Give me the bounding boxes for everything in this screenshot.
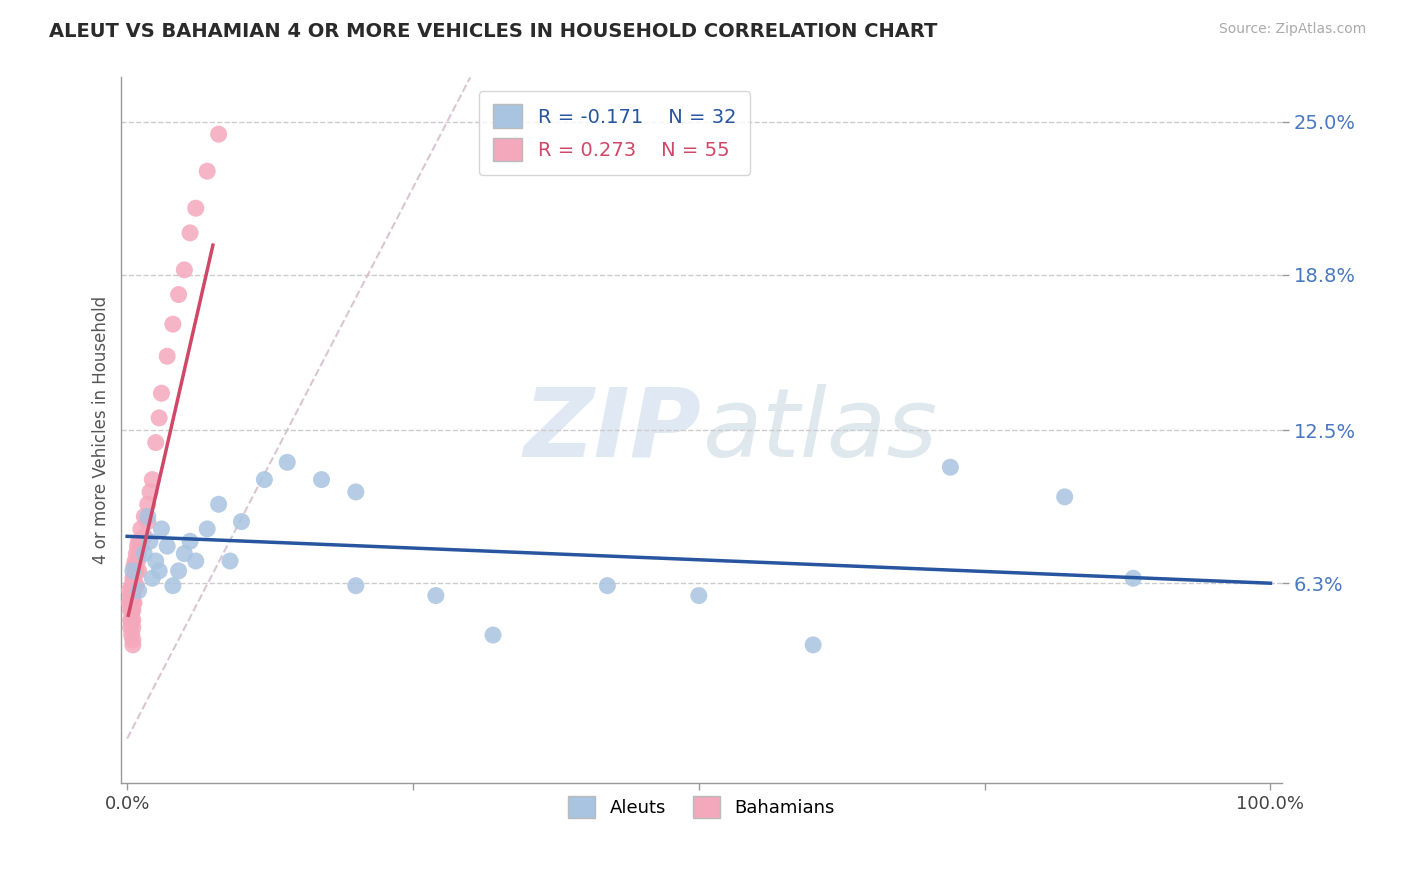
Text: atlas: atlas	[702, 384, 936, 476]
Point	[219, 554, 242, 568]
Point	[688, 589, 710, 603]
Point	[184, 554, 207, 568]
Point	[173, 263, 195, 277]
Point	[128, 564, 150, 578]
Point	[134, 509, 156, 524]
Point	[128, 583, 150, 598]
Point	[122, 613, 145, 627]
Point	[276, 455, 298, 469]
Point	[167, 564, 190, 578]
Point	[122, 589, 145, 603]
Point	[231, 515, 253, 529]
Point	[120, 596, 142, 610]
Point	[148, 411, 170, 425]
Point	[145, 554, 167, 568]
Point	[145, 435, 167, 450]
Point	[136, 509, 159, 524]
Point	[253, 473, 276, 487]
Point	[156, 349, 179, 363]
Point	[120, 589, 142, 603]
Point	[179, 226, 201, 240]
Point	[195, 522, 218, 536]
Point	[801, 638, 824, 652]
Point	[425, 589, 447, 603]
Point	[141, 571, 163, 585]
Legend: Aleuts, Bahamians: Aleuts, Bahamians	[561, 789, 842, 825]
Point	[207, 497, 229, 511]
Y-axis label: 4 or more Vehicles in Household: 4 or more Vehicles in Household	[93, 296, 110, 565]
Point	[125, 547, 148, 561]
Point	[141, 473, 163, 487]
Point	[120, 613, 142, 627]
Point	[118, 583, 141, 598]
Point	[124, 564, 146, 578]
Point	[122, 596, 145, 610]
Point	[129, 539, 152, 553]
Point	[121, 579, 143, 593]
Point	[125, 564, 148, 578]
Point	[122, 603, 145, 617]
Point	[136, 515, 159, 529]
Point	[124, 554, 146, 568]
Point	[128, 534, 150, 549]
Point	[156, 539, 179, 553]
Point	[139, 484, 162, 499]
Point	[122, 571, 145, 585]
Point	[122, 632, 145, 647]
Point	[121, 628, 143, 642]
Point	[121, 613, 143, 627]
Point	[150, 386, 173, 401]
Point	[122, 571, 145, 585]
Text: ALEUT VS BAHAMIAN 4 OR MORE VEHICLES IN HOUSEHOLD CORRELATION CHART: ALEUT VS BAHAMIAN 4 OR MORE VEHICLES IN …	[49, 22, 938, 41]
Point	[939, 460, 962, 475]
Point	[118, 596, 141, 610]
Point	[139, 534, 162, 549]
Point	[122, 583, 145, 598]
Point	[195, 164, 218, 178]
Point	[125, 579, 148, 593]
Point	[311, 473, 333, 487]
Point	[122, 638, 145, 652]
Point	[150, 522, 173, 536]
Point	[173, 547, 195, 561]
Point	[1053, 490, 1076, 504]
Point	[162, 317, 184, 331]
Text: Source: ZipAtlas.com: Source: ZipAtlas.com	[1219, 22, 1367, 37]
Point	[1122, 571, 1144, 585]
Point	[167, 287, 190, 301]
Point	[344, 484, 367, 499]
Point	[124, 579, 146, 593]
Point	[120, 621, 142, 635]
Point	[122, 596, 145, 610]
Point	[128, 547, 150, 561]
Point	[207, 127, 229, 141]
Point	[179, 534, 201, 549]
Point	[122, 621, 145, 635]
Point	[127, 539, 149, 553]
Point	[122, 564, 145, 578]
Point	[121, 589, 143, 603]
Point	[122, 558, 145, 573]
Point	[134, 547, 156, 561]
Point	[596, 579, 619, 593]
Point	[482, 628, 505, 642]
Point	[122, 583, 145, 598]
Point	[121, 603, 143, 617]
Point	[344, 579, 367, 593]
Point	[134, 529, 156, 543]
Point	[120, 603, 142, 617]
Point	[136, 497, 159, 511]
Point	[129, 522, 152, 536]
Point	[148, 564, 170, 578]
Point	[184, 201, 207, 215]
Point	[162, 579, 184, 593]
Point	[127, 554, 149, 568]
Text: ZIP: ZIP	[524, 384, 702, 476]
